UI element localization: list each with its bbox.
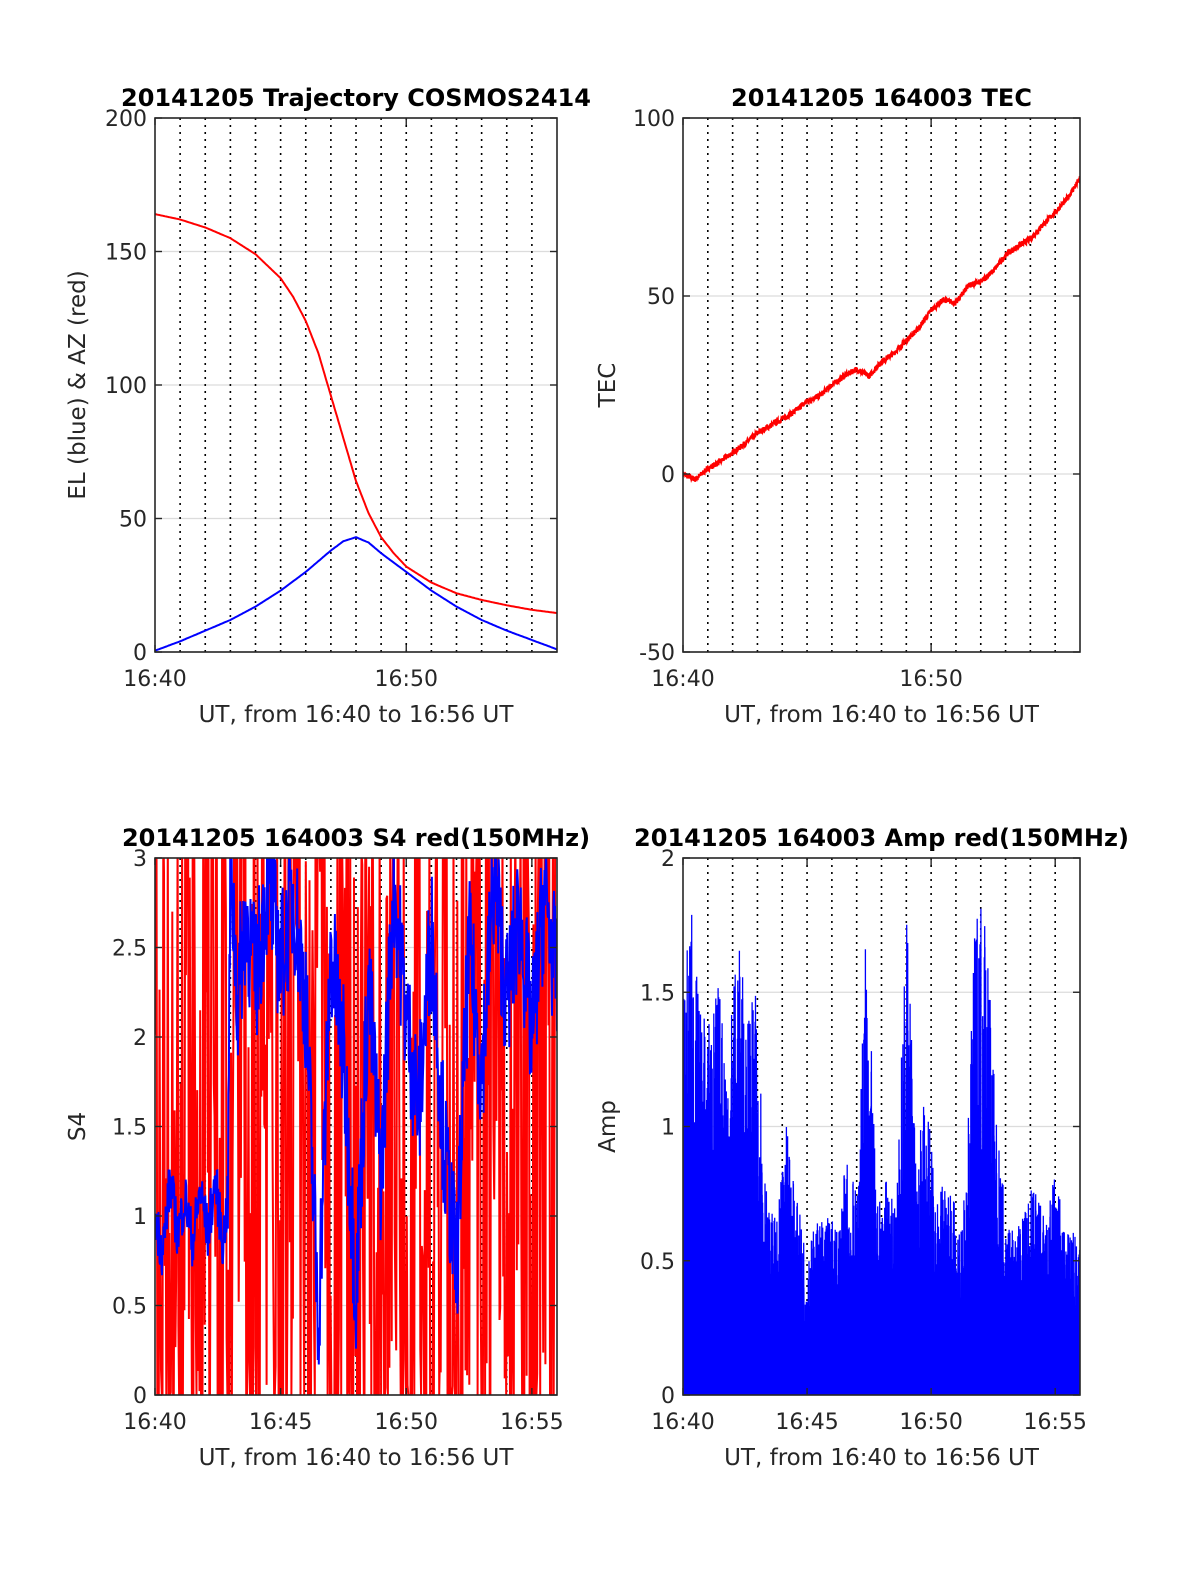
y-tick-label: 100 xyxy=(633,107,675,132)
data-layer xyxy=(155,858,557,1395)
chart-4: 0 0.5 1 1.5 2 16:40 16:45 16:50 16:55 20141205 16… xyxy=(595,824,1129,1471)
x-tick-label: 16:45 xyxy=(775,1410,838,1435)
y-axis-label: EL (blue) & AZ (red) xyxy=(65,270,91,499)
x-axis-label: UT, from 16:40 to 16:56 UT xyxy=(724,702,1040,728)
x-tick-label: 16:40 xyxy=(651,1410,714,1435)
x-tick-label: 16:50 xyxy=(375,1410,438,1435)
x-tick-label: 16:40 xyxy=(123,667,186,692)
y-tick-label: -50 xyxy=(639,641,675,666)
x-tick-label: 16:55 xyxy=(1023,1410,1086,1435)
y-axis-label: TEC xyxy=(595,363,621,409)
y-tick-label: 2.5 xyxy=(112,937,147,962)
x-axis-label: UT, from 16:40 to 16:56 UT xyxy=(724,1445,1040,1471)
y-tick-label: 50 xyxy=(119,508,147,533)
y-tick-label: 0 xyxy=(661,1384,675,1409)
x-tick-label: 16:45 xyxy=(249,1410,312,1435)
chart-2: -50 0 50 100 16:40 16:50 20141205 164003 TEC UT… xyxy=(595,84,1081,728)
y-tick-label: 1 xyxy=(133,1205,147,1230)
series-1-line xyxy=(683,176,1080,484)
y-tick-label: 0.5 xyxy=(640,1250,675,1275)
series-2-line xyxy=(155,536,557,652)
data-layer xyxy=(683,908,1080,1395)
series-1-line xyxy=(155,213,557,614)
y-tick-label: 2 xyxy=(661,847,675,872)
axes-box xyxy=(682,117,1081,653)
x-tick-label: 16:55 xyxy=(500,1410,563,1435)
x-tick-label: 16:50 xyxy=(375,667,438,692)
chart-3: 0 0.5 1 1.5 2 2.5 3 16:40 16:45 16:50 16:55 2014120… xyxy=(65,824,590,1471)
y-axis-label: Amp xyxy=(595,1100,621,1153)
chart-title: 20141205 164003 Amp red(150MHz) xyxy=(634,824,1129,852)
y-tick-label: 1.5 xyxy=(640,981,675,1006)
y-tick-label: 50 xyxy=(647,285,675,310)
y-tick-label: 1 xyxy=(661,1116,675,1141)
y-tick-label: 0 xyxy=(133,641,147,666)
y-tick-label: 0.5 xyxy=(112,1295,147,1320)
y-axis-label: S4 xyxy=(65,1112,91,1141)
data-layer xyxy=(683,176,1080,484)
x-axis-label: UT, from 16:40 to 16:56 UT xyxy=(199,702,515,728)
x-tick-label: 16:50 xyxy=(899,667,962,692)
chart-title: 20141205 Trajectory COSMOS2414 xyxy=(121,84,591,112)
chart-title: 20141205 164003 TEC xyxy=(731,84,1032,112)
x-tick-label: 16:50 xyxy=(899,1410,962,1435)
data-layer xyxy=(155,213,557,652)
x-axis-label: UT, from 16:40 to 16:56 UT xyxy=(199,1445,515,1471)
y-tick-label: 150 xyxy=(105,241,147,266)
y-tick-label: 0 xyxy=(661,463,675,488)
y-tick-label: 1.5 xyxy=(112,1116,147,1141)
x-tick-label: 16:40 xyxy=(651,667,714,692)
chart-title: 20141205 164003 S4 red(150MHz) xyxy=(122,824,590,852)
series-1-line xyxy=(683,908,1080,1395)
series-2-line xyxy=(155,858,557,1365)
y-tick-label: 3 xyxy=(133,847,147,872)
y-tick-label: 200 xyxy=(105,107,147,132)
x-tick-label: 16:40 xyxy=(123,1410,186,1435)
chart-1: 0 50 100 150 200 16:40 16:50 20141205 Trajector… xyxy=(65,84,591,728)
y-tick-label: 0 xyxy=(133,1384,147,1409)
y-tick-label: 2 xyxy=(133,1026,147,1051)
y-tick-label: 100 xyxy=(105,374,147,399)
series-1-line xyxy=(155,858,557,1395)
